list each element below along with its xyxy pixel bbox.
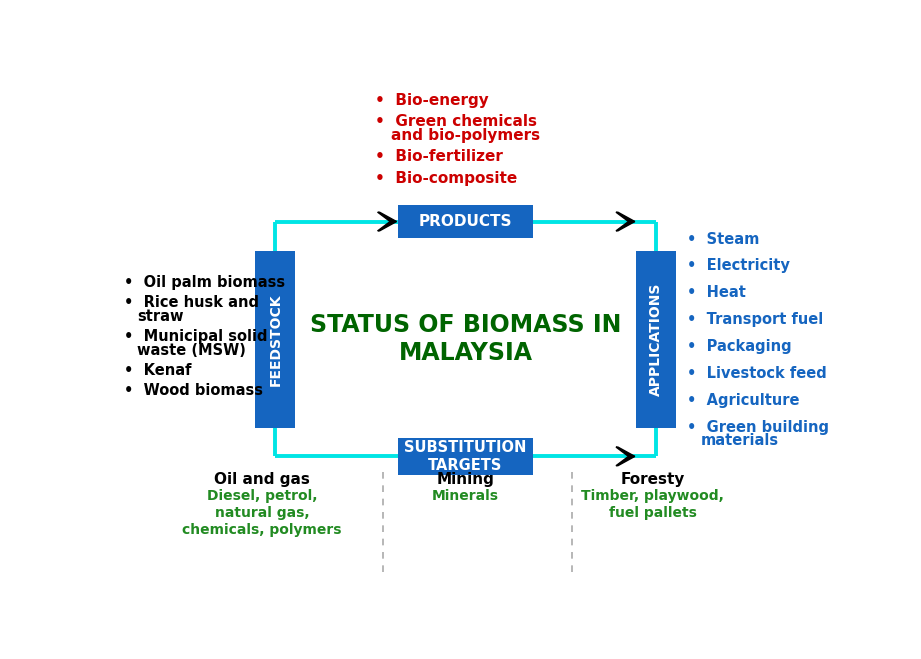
Polygon shape [616, 221, 635, 231]
Text: FEEDSTOCK: FEEDSTOCK [268, 293, 282, 386]
Text: and bio-polymers: and bio-polymers [391, 128, 540, 142]
Text: •  Kenaf: • Kenaf [123, 363, 191, 378]
Text: Diesel, petrol,: Diesel, petrol, [207, 490, 318, 503]
Text: •  Packaging: • Packaging [687, 339, 792, 355]
Polygon shape [616, 447, 635, 457]
Text: •  Green chemicals: • Green chemicals [376, 115, 537, 130]
Text: Foresty: Foresty [621, 472, 685, 487]
Text: •  Agriculture: • Agriculture [687, 393, 799, 408]
Text: straw: straw [137, 309, 184, 324]
Bar [398, 438, 533, 475]
Bar [636, 251, 676, 428]
Text: •  Green building: • Green building [687, 420, 829, 435]
Text: STATUS OF BIOMASS IN
MALAYSIA: STATUS OF BIOMASS IN MALAYSIA [309, 314, 621, 365]
Polygon shape [616, 457, 635, 466]
Text: •  Rice husk and: • Rice husk and [123, 295, 259, 310]
Bar [398, 206, 533, 238]
Text: •  Electricity: • Electricity [687, 258, 790, 273]
Text: Minerals: Minerals [432, 490, 499, 503]
Text: •  Municipal solid: • Municipal solid [123, 330, 267, 345]
Text: natural gas,: natural gas, [215, 506, 309, 521]
Text: Oil and gas: Oil and gas [215, 472, 310, 487]
Text: •  Wood biomass: • Wood biomass [123, 384, 262, 398]
Polygon shape [378, 221, 397, 231]
Bar [255, 251, 296, 428]
Text: SUBSTITUTION
TARGETS: SUBSTITUTION TARGETS [404, 440, 527, 473]
Text: PRODUCTS: PRODUCTS [419, 214, 512, 229]
Text: chemicals, polymers: chemicals, polymers [182, 523, 342, 537]
Text: •  Bio-composite: • Bio-composite [376, 171, 518, 186]
Text: fuel pallets: fuel pallets [609, 506, 696, 521]
Text: •  Oil palm biomass: • Oil palm biomass [123, 275, 285, 291]
Polygon shape [616, 212, 635, 221]
Text: Timber, playwood,: Timber, playwood, [581, 490, 724, 503]
Text: materials: materials [701, 433, 779, 448]
Text: APPLICATIONS: APPLICATIONS [649, 283, 663, 396]
Polygon shape [378, 212, 397, 221]
Text: •  Bio-fertilizer: • Bio-fertilizer [376, 149, 503, 164]
Text: waste (MSW): waste (MSW) [137, 343, 246, 358]
Text: Mining: Mining [437, 472, 495, 487]
Text: •  Steam: • Steam [687, 231, 760, 246]
Text: •  Transport fuel: • Transport fuel [687, 312, 823, 328]
Text: •  Bio-energy: • Bio-energy [376, 93, 489, 108]
Text: •  Heat: • Heat [687, 285, 746, 301]
Text: •  Livestock feed: • Livestock feed [687, 366, 827, 382]
